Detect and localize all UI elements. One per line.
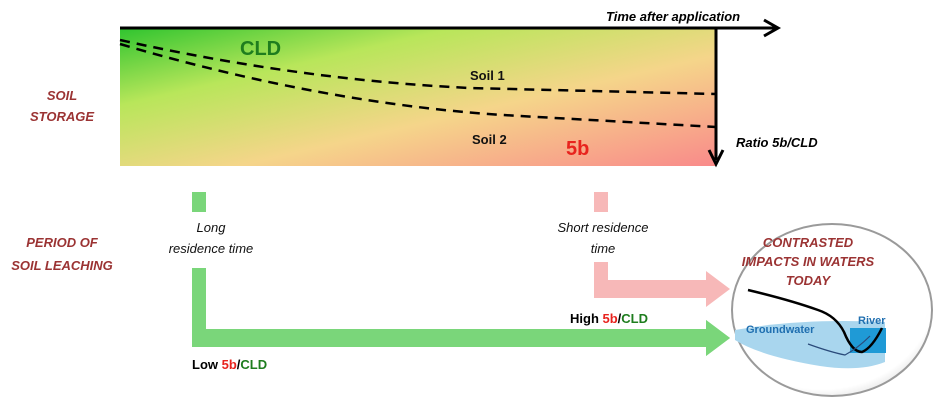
soil-2-label: Soil 2 xyxy=(472,132,507,147)
time-axis-arrowhead xyxy=(763,18,782,38)
time-axis-label: Time after application xyxy=(606,9,740,24)
soil-1-label: Soil 1 xyxy=(470,68,505,83)
high-slash: / xyxy=(618,311,622,326)
groundwater-flow-line xyxy=(807,335,871,356)
high-ratio-label: High 5b/CLD xyxy=(570,311,648,326)
pink-flow-arrow xyxy=(594,262,730,307)
period-label-1: PERIOD OF xyxy=(26,235,99,250)
low-5b: 5b xyxy=(222,357,237,372)
groundwater-label: Groundwater xyxy=(746,324,815,336)
long-residence-1: Long xyxy=(197,220,227,235)
high-cld: CLD xyxy=(621,311,648,326)
low-ratio-label: Low 5b/CLD xyxy=(192,357,267,372)
long-residence-2: residence time xyxy=(169,241,254,256)
low-cld: CLD xyxy=(240,357,267,372)
contrasted-line-3: TODAY xyxy=(786,273,832,288)
short-residence-1: Short residence xyxy=(557,220,648,235)
green-flow-arrow-tip xyxy=(700,320,730,356)
soil-1-curve xyxy=(119,38,717,96)
ratio-axis-arrowhead xyxy=(707,149,725,168)
cld-label: CLD xyxy=(240,38,281,60)
terrain-line xyxy=(747,288,884,354)
soil-storage-label-2: STORAGE xyxy=(30,109,94,124)
soil-storage-label-1: SOIL xyxy=(47,88,77,103)
contrasted-line-2: IMPACTS IN WATERS xyxy=(742,254,875,269)
high-word: High xyxy=(570,311,603,326)
green-flow-arrow xyxy=(192,268,730,356)
low-slash: / xyxy=(237,357,241,372)
fiveb-label: 5b xyxy=(566,138,589,160)
pink-bar-top xyxy=(594,192,608,212)
high-5b: 5b xyxy=(603,311,618,326)
green-bar-top xyxy=(192,192,206,212)
short-residence-2: time xyxy=(591,241,616,256)
soil-storage-box xyxy=(120,28,716,166)
contrasted-line-1: CONTRASTED xyxy=(763,235,854,250)
ratio-axis-label: Ratio 5b/CLD xyxy=(736,135,818,150)
low-word: Low xyxy=(192,357,222,372)
period-label-2: SOIL LEACHING xyxy=(11,258,113,273)
river-label: River xyxy=(858,315,886,327)
